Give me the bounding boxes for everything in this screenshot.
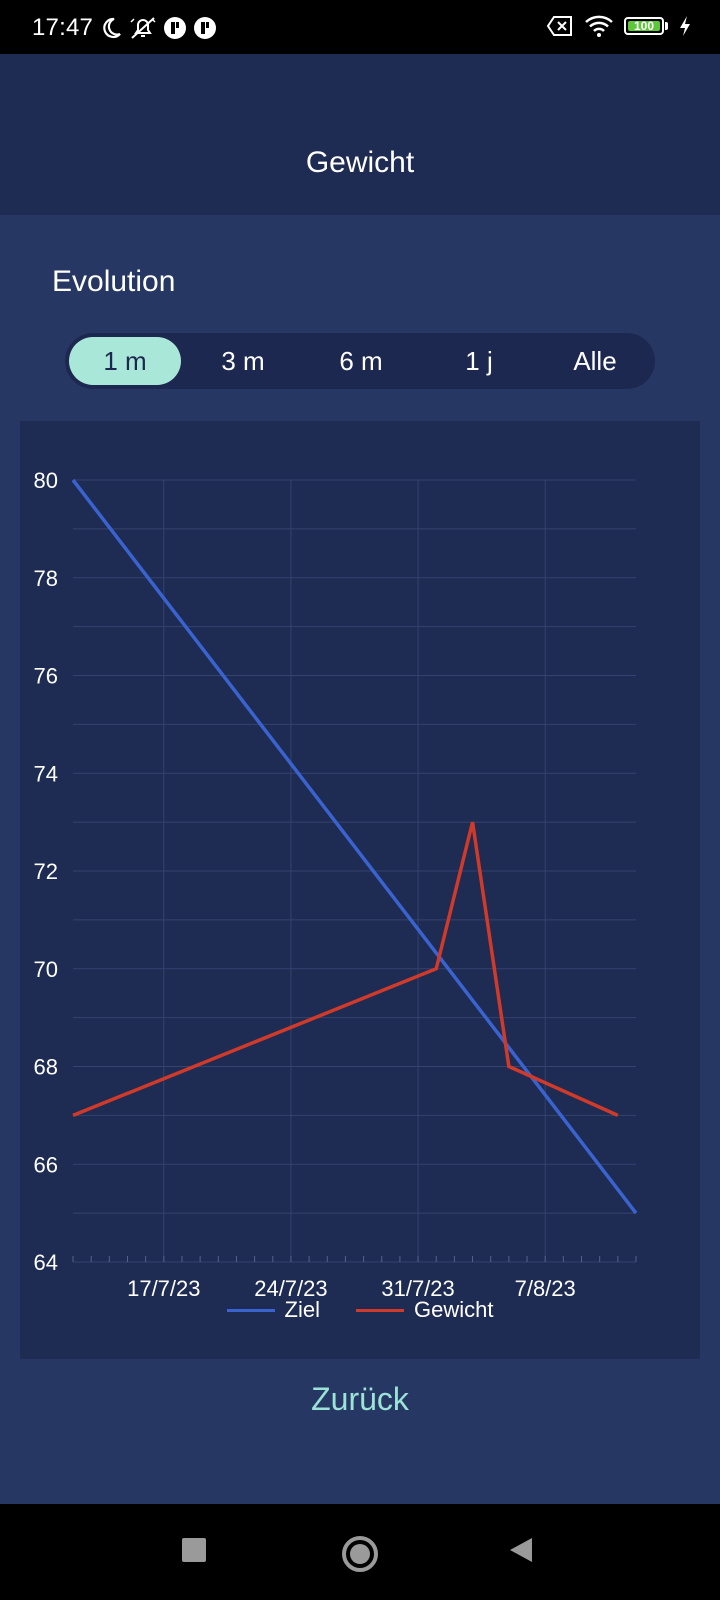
section-title: Evolution [52, 265, 176, 298]
bell-off-icon [129, 15, 157, 41]
y-tick-label: 70 [34, 957, 58, 982]
y-tick-label: 72 [34, 859, 58, 884]
main-content: Evolution 1 m 3 m 6 m 1 j Alle 80 78 76 74 7… [0, 215, 720, 1504]
y-tick-label: 80 [34, 468, 58, 493]
series-line-ziel [71, 478, 638, 1215]
back-button[interactable]: Zurück [311, 1380, 409, 1417]
moon-icon [99, 16, 123, 40]
range-option-6m[interactable]: 6 m [339, 345, 383, 376]
status-bar: 17:47 100 [0, 0, 720, 54]
x-tick-label: 31/7/23 [381, 1276, 454, 1301]
y-tick-label: 68 [34, 1055, 58, 1080]
y-tick-label: 74 [34, 761, 58, 786]
legend-swatch-ziel [226, 1308, 275, 1312]
app-header: Gewicht [0, 54, 720, 215]
legend-item-gewicht[interactable]: Gewicht [355, 1297, 494, 1323]
y-tick-label: 64 [34, 1250, 58, 1275]
navigation-bar [0, 1504, 720, 1600]
battery-icon: 100 [624, 17, 668, 35]
y-tick-label: 76 [34, 664, 58, 689]
app-notification-icon [163, 16, 187, 40]
chart-canvas: 80 78 76 74 72 70 68 66 64 17/7/23 24/7/23 31/7/23 7… [34, 468, 638, 1301]
status-time: 17:47 [32, 14, 94, 41]
back-icon[interactable] [506, 1534, 538, 1566]
series-line-gewicht [72, 821, 619, 1117]
charging-icon [678, 15, 692, 37]
chart-legend: Ziel Gewicht [20, 1297, 700, 1323]
range-selector: 1 m 3 m 6 m 1 j Alle [65, 333, 655, 389]
legend-swatch-gewicht [355, 1308, 404, 1312]
x-tick-label: 17/7/23 [127, 1276, 200, 1301]
range-option-alle[interactable]: Alle [573, 345, 617, 376]
x-tick-label: 24/7/23 [254, 1276, 327, 1301]
no-sim-icon [546, 15, 574, 37]
status-right: 100 [546, 14, 692, 38]
status-left: 17:47 [32, 14, 217, 42]
y-tick-label: 66 [34, 1152, 58, 1177]
battery-level: 100 [633, 19, 655, 33]
legend-item-ziel[interactable]: Ziel [226, 1297, 320, 1323]
range-option-1m[interactable]: 1 m [69, 337, 181, 385]
wifi-icon [584, 14, 614, 38]
recent-apps-icon[interactable] [178, 1534, 210, 1566]
x-tick-label: 7/8/23 [515, 1276, 576, 1301]
weight-chart: 80 78 76 74 72 70 68 66 64 17/7/23 24/7/23 31/7/23 7… [20, 421, 700, 1359]
page-title: Gewicht [305, 146, 415, 179]
app-notification-icon [193, 16, 217, 40]
y-tick-label: 78 [34, 566, 58, 591]
home-icon[interactable] [340, 1534, 380, 1574]
battery-body: 100 [624, 17, 664, 35]
range-option-1j[interactable]: 1 j [465, 345, 493, 376]
legend-label-gewicht: Gewicht [413, 1297, 494, 1322]
range-option-3m[interactable]: 3 m [221, 345, 265, 376]
legend-label-ziel: Ziel [284, 1297, 320, 1322]
